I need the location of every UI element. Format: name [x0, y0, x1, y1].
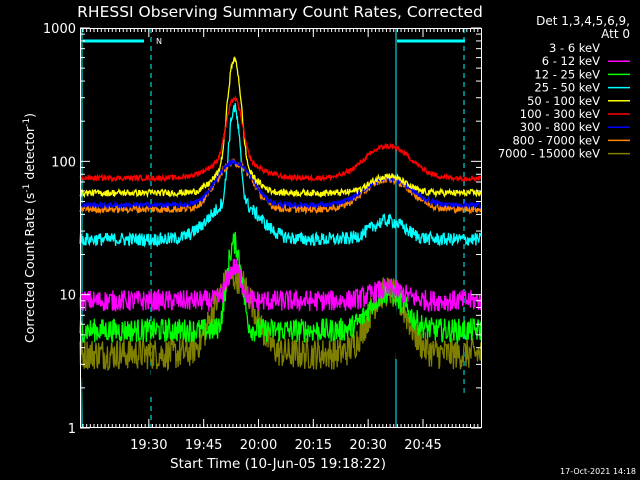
x-tick-label: 20:30 — [349, 438, 386, 453]
legend-label: 7000 - 15000 keV — [498, 147, 600, 161]
legend-header-attenuator: Att 0 — [601, 27, 630, 41]
legend-label: 300 - 800 keV — [520, 120, 600, 134]
x-tick-label: 19:30 — [130, 438, 167, 453]
plot-frame — [80, 28, 482, 428]
legend-label: 25 - 50 keV — [534, 81, 600, 95]
x-axis-label: Start Time (10-Jun-05 19:18:22) — [170, 456, 386, 472]
x-tick-label: 19:45 — [185, 438, 222, 453]
legend-label: 3 - 6 keV — [549, 41, 600, 55]
y-label-main: Corrected Count Rate (s — [22, 193, 37, 343]
y-tick-label: 1 — [68, 422, 76, 437]
legend-label: 800 - 7000 keV — [512, 133, 600, 147]
series-line-3-6-kev — [79, 244, 482, 430]
night-marker-label: N — [156, 37, 162, 46]
series-line-50-100-kev — [79, 56, 482, 199]
legend-label: 6 - 12 keV — [542, 54, 600, 68]
y-label-sup1: -1 — [22, 184, 32, 193]
series-line-800-7000-kev — [79, 158, 482, 216]
legend-label: 100 - 300 keV — [520, 107, 600, 121]
legend-label: 12 - 25 keV — [534, 67, 600, 81]
y-axis-label: Corrected Count Rate (s-1 detector-1) — [22, 113, 37, 343]
legend-label: 50 - 100 keV — [527, 94, 600, 108]
x-tick-label: 20:00 — [240, 438, 277, 453]
series-line-7000-15000-kev — [79, 264, 482, 372]
series-line-100-300-kev — [79, 95, 482, 183]
y-tick-label: 1000 — [43, 22, 76, 37]
y-label-sup2: -1 — [22, 118, 32, 127]
x-tick-label: 20:15 — [295, 438, 332, 453]
legend-header-detectors: Det 1,3,4,5,6,9, — [536, 14, 630, 28]
chart-title: RHESSI Observing Summary Count Rates, Co… — [77, 3, 483, 21]
plot-area: N — [79, 28, 482, 430]
series-line-12-25-kev — [79, 231, 482, 345]
y-label-mid: detector — [22, 126, 37, 184]
series-line-300-800-kev — [79, 158, 482, 211]
y-tick-label: 100 — [51, 155, 76, 170]
axes: 1 10 100 1000 19:30 19:45 20:00 20:15 20:30 20:45 — [43, 22, 481, 453]
y-tick-label: 10 — [59, 289, 76, 304]
y-label-end: ) — [22, 113, 37, 118]
series-line-6-12-kev — [79, 258, 482, 314]
series-line-25-50-kev — [79, 102, 482, 248]
timestamp: 17-Oct-2021 14:18 — [560, 467, 636, 476]
x-tick-label: 20:45 — [404, 438, 441, 453]
